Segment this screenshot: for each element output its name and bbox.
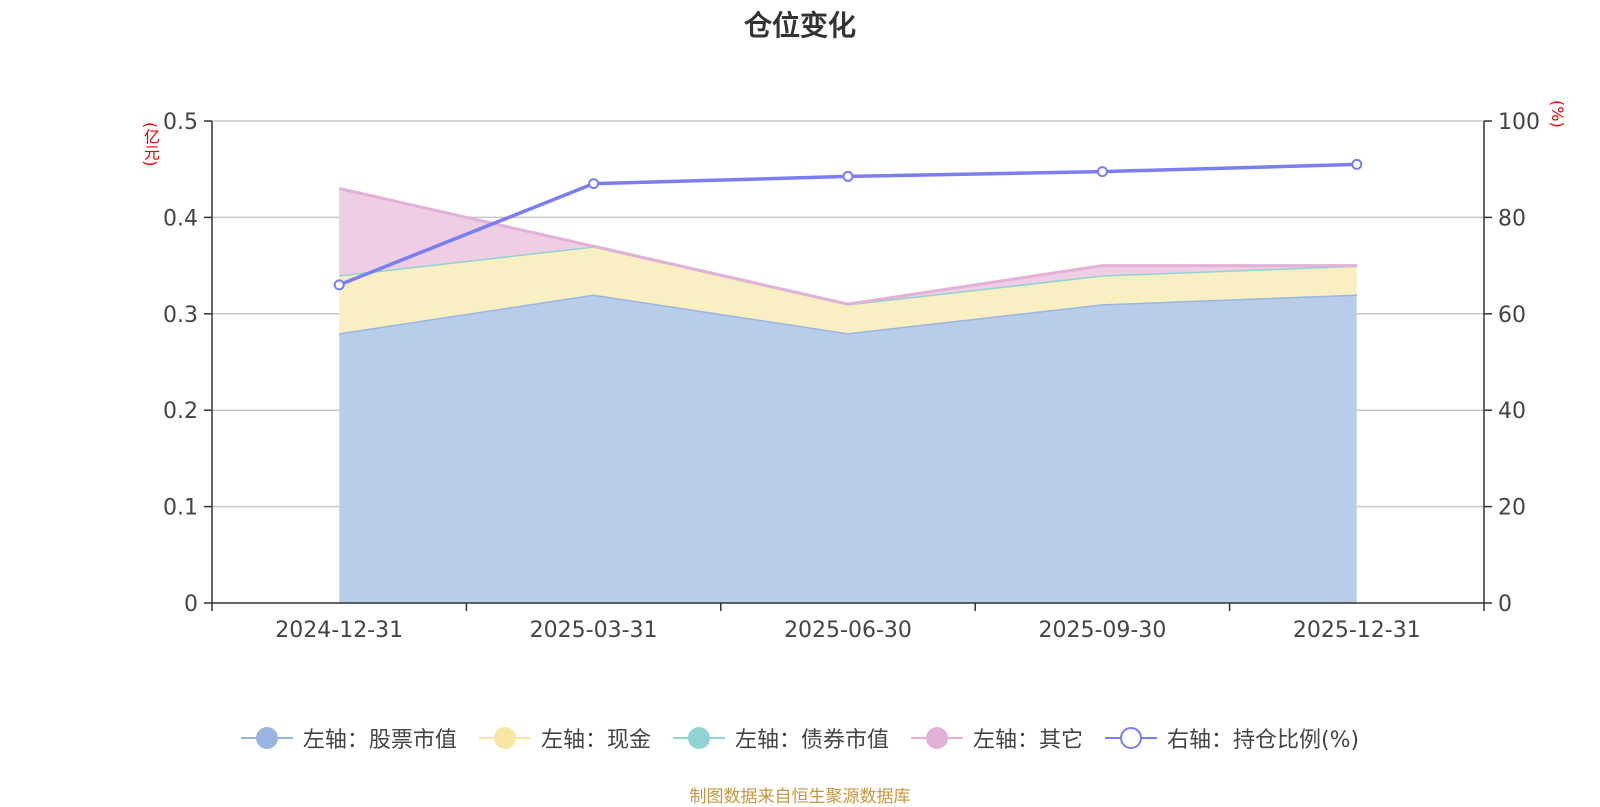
legend-symbol-icon <box>240 725 293 751</box>
chart-title: 仓位变化 <box>743 9 856 42</box>
left-axis-unit: (亿元) <box>141 122 160 167</box>
right-axis-tick-label: 0 <box>1498 592 1512 617</box>
left-axis-tick-label: 0.3 <box>163 303 198 328</box>
area-左轴：其它 <box>339 188 1357 305</box>
x-axis-tick-label: 2024-12-31 <box>275 618 403 643</box>
x-axis-tick-label: 2025-12-31 <box>1293 618 1421 643</box>
line-point[interactable] <box>842 170 854 182</box>
legend: 左轴：股票市值 左轴：现金 左轴：债券市值 左轴：其它 右轴：持仓比例(%) <box>0 722 1600 754</box>
x-axis-tick-label: 2025-03-31 <box>530 618 658 643</box>
right-axis-tick-label: 60 <box>1498 303 1526 328</box>
area-左轴：现金 <box>339 246 1357 334</box>
x-axis-tick-label: 2025-09-30 <box>1038 618 1166 643</box>
legend-label: 左轴：债券市值 <box>734 728 889 753</box>
right-axis-tick-label: 40 <box>1498 399 1526 424</box>
legend-label: 左轴：其它 <box>972 728 1083 753</box>
source-footer: 制图数据来自恒生聚源数据库 <box>689 787 911 807</box>
legend-symbol-icon <box>910 725 963 751</box>
legend-symbol-icon <box>1104 725 1157 751</box>
legend-symbol-icon <box>478 725 531 751</box>
right-axis-unit: (%) <box>1548 100 1567 128</box>
left-axis-tick-label: 0 <box>184 592 198 617</box>
area-line-左轴：其它 <box>338 187 1357 306</box>
line-point[interactable] <box>588 178 600 190</box>
left-axis-tick-label: 0.2 <box>163 399 198 424</box>
right-axis-tick-label: 80 <box>1498 206 1526 231</box>
right-axis-tick-label: 100 <box>1498 110 1540 135</box>
line-point[interactable] <box>333 279 345 291</box>
legend-item[interactable]: 左轴：其它 <box>910 722 1083 754</box>
legend-symbol-icon <box>672 725 725 751</box>
left-axis-tick-label: 0.1 <box>163 496 198 521</box>
legend-item[interactable]: 左轴：股票市值 <box>240 722 457 754</box>
legend-item[interactable]: 左轴：债券市值 <box>672 722 889 754</box>
legend-label: 右轴：持仓比例(%) <box>1166 728 1360 753</box>
legend-label: 左轴：股票市值 <box>302 728 457 753</box>
area-左轴：股票市值 <box>339 294 1357 603</box>
left-axis-tick-label: 0.4 <box>163 206 198 231</box>
legend-item[interactable]: 右轴：持仓比例(%) <box>1104 722 1360 754</box>
line-point[interactable] <box>1351 158 1363 170</box>
line-point[interactable] <box>1096 166 1108 178</box>
x-axis-tick-label: 2025-06-30 <box>784 618 912 643</box>
left-axis-tick-label: 0.5 <box>163 110 198 135</box>
right-axis-tick-label: 20 <box>1498 496 1526 521</box>
legend-item[interactable]: 左轴：现金 <box>478 722 651 754</box>
legend-label: 左轴：现金 <box>540 728 651 753</box>
